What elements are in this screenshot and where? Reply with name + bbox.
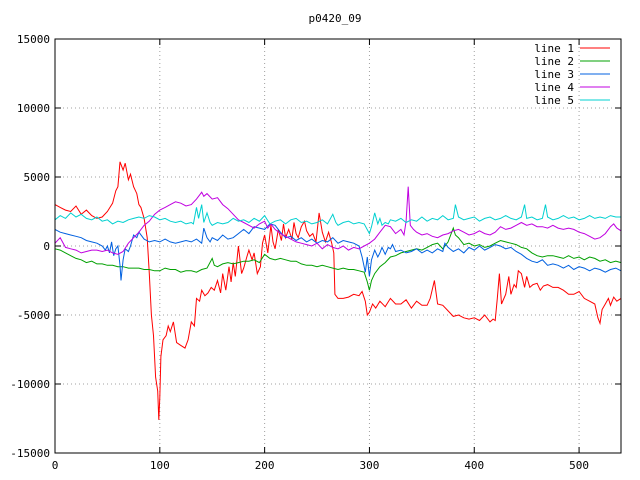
legend-label: line 3 <box>534 68 574 81</box>
x-tick-label: 100 <box>150 459 170 472</box>
series-line-4 <box>54 186 622 255</box>
legend-label: line 1 <box>534 42 574 55</box>
axes: 0 100 200 300 400 500 -15000 -10000 -5000 0 5000 10… <box>10 33 621 472</box>
series-line-3 <box>54 223 622 281</box>
chart-title: p0420_09 <box>309 12 362 25</box>
x-tick-label: 300 <box>360 459 380 472</box>
x-tick-label: 500 <box>569 459 589 472</box>
x-tick-label: 0 <box>52 459 59 472</box>
series-layer <box>54 161 622 420</box>
series-line-5 <box>54 204 621 235</box>
y-tick-label: 15000 <box>17 33 50 46</box>
x-tick-label: 200 <box>255 459 275 472</box>
x-tick-label: 400 <box>464 459 484 472</box>
y-tick-label: -5000 <box>17 309 50 322</box>
series-line-1 <box>54 161 622 420</box>
legend-label: line 5 <box>534 94 574 107</box>
y-tick-label: -10000 <box>10 378 50 391</box>
y-tick-label: 5000 <box>24 171 51 184</box>
y-tick-label: -15000 <box>10 447 50 460</box>
series-line-2 <box>54 226 622 291</box>
y-tick-label: 0 <box>43 240 50 253</box>
legend-label: line 2 <box>534 55 574 68</box>
y-tick-label: 10000 <box>17 102 50 115</box>
legend-label: line 4 <box>534 81 574 94</box>
